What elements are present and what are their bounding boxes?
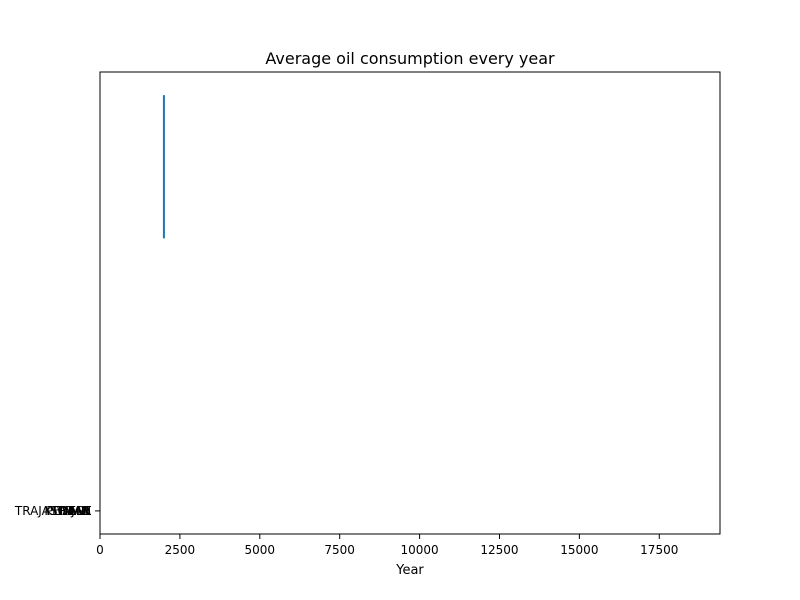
- x-tick-label: 5000: [245, 543, 276, 557]
- plot-area: [99, 71, 721, 535]
- x-tick-label: 7500: [324, 543, 355, 557]
- x-axis-label: Year: [395, 563, 424, 578]
- y-tick-label: WEST: [57, 504, 92, 518]
- y-tick-label: TAMIL: [55, 504, 92, 518]
- y-tick-label: KERALA: [44, 504, 91, 518]
- x-tick-label: 17500: [640, 543, 678, 557]
- chart-title: Average oil consumption every year: [265, 49, 555, 68]
- y-tick-label: TAH: [66, 504, 91, 518]
- x-axis-ticks: 0 2500 5000 7500 10000 12500 15000 17500: [96, 534, 678, 557]
- y-tick-label: PUNJAB: [46, 504, 91, 518]
- x-tick-label: 12500: [480, 543, 518, 557]
- y-tick-label: TRAJASTHAN: [14, 504, 91, 518]
- x-tick-label: 2500: [165, 543, 196, 557]
- x-tick-label: 10000: [400, 543, 438, 557]
- x-tick-label: 15000: [560, 543, 598, 557]
- x-tick-label: 0: [96, 543, 104, 557]
